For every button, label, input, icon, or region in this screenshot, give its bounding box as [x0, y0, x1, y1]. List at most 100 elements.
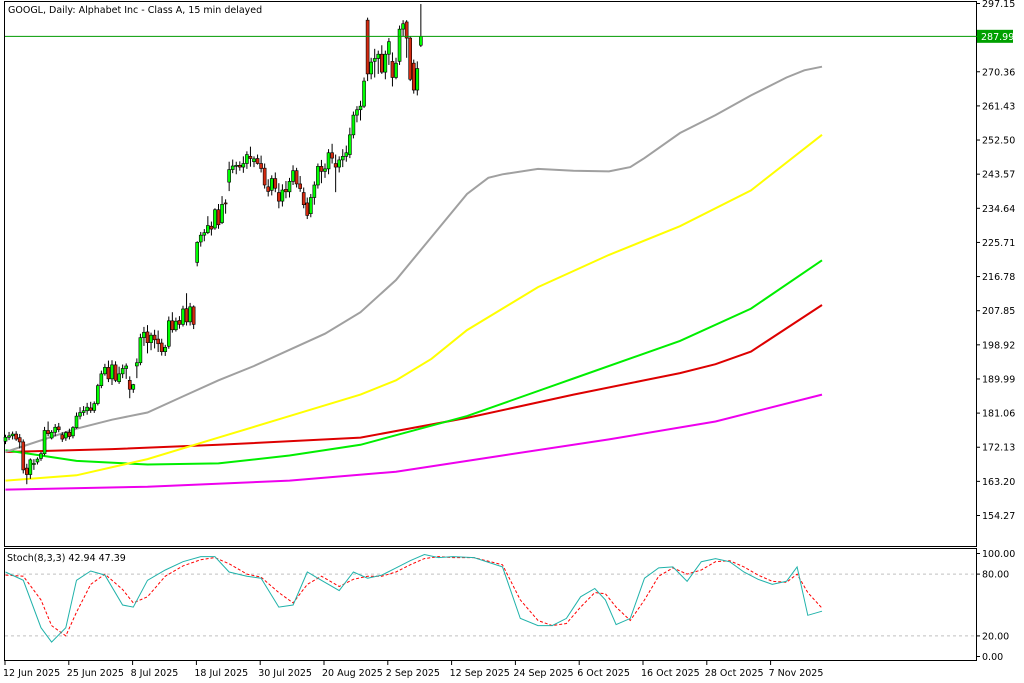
- candle[interactable]: [49, 430, 54, 440]
- main-plot-area[interactable]: [3, 4, 977, 491]
- candle[interactable]: [273, 172, 278, 193]
- candle[interactable]: [64, 431, 68, 441]
- candle[interactable]: [337, 156, 342, 173]
- candle[interactable]: [269, 175, 274, 196]
- candle[interactable]: [10, 431, 15, 440]
- candle[interactable]: [379, 45, 384, 74]
- candle[interactable]: [209, 221, 214, 236]
- candle[interactable]: [372, 48, 377, 78]
- candle[interactable]: [24, 463, 29, 485]
- candle[interactable]: [46, 421, 50, 437]
- candle[interactable]: [369, 57, 373, 80]
- candle[interactable]: [74, 412, 79, 429]
- candle[interactable]: [411, 59, 416, 94]
- candle[interactable]: [135, 358, 139, 379]
- candle[interactable]: [106, 360, 111, 383]
- candle[interactable]: [138, 333, 143, 366]
- candle[interactable]: [401, 20, 405, 37]
- candle[interactable]: [365, 17, 370, 82]
- candle[interactable]: [181, 305, 185, 327]
- candle[interactable]: [195, 241, 199, 267]
- candle[interactable]: [110, 360, 114, 385]
- candle[interactable]: [99, 370, 104, 389]
- candle[interactable]: [103, 363, 107, 376]
- candle[interactable]: [53, 424, 58, 437]
- candle[interactable]: [120, 364, 125, 379]
- candle[interactable]: [117, 366, 121, 384]
- candle[interactable]: [376, 50, 381, 74]
- candle[interactable]: [252, 156, 256, 168]
- candle[interactable]: [159, 338, 164, 356]
- candle[interactable]: [355, 106, 359, 123]
- candle[interactable]: [213, 208, 217, 230]
- candle[interactable]: [277, 183, 281, 209]
- candle[interactable]: [92, 401, 97, 413]
- candle[interactable]: [142, 326, 146, 346]
- candle[interactable]: [291, 165, 295, 186]
- candle[interactable]: [21, 439, 26, 474]
- candle[interactable]: [184, 293, 189, 326]
- candle[interactable]: [383, 50, 388, 80]
- candle[interactable]: [188, 302, 192, 326]
- candle[interactable]: [390, 52, 395, 87]
- candle[interactable]: [259, 155, 263, 173]
- candle[interactable]: [3, 434, 8, 445]
- candle[interactable]: [287, 177, 292, 198]
- candle[interactable]: [326, 149, 331, 175]
- candle[interactable]: [202, 229, 207, 242]
- candle[interactable]: [301, 187, 306, 209]
- candle[interactable]: [71, 426, 75, 439]
- candle[interactable]: [223, 199, 228, 214]
- candle[interactable]: [394, 57, 398, 80]
- candle[interactable]: [85, 402, 89, 415]
- candle[interactable]: [255, 154, 260, 165]
- candle[interactable]: [333, 154, 338, 193]
- candle[interactable]: [245, 151, 249, 169]
- candle[interactable]: [230, 159, 235, 174]
- candle[interactable]: [323, 163, 327, 178]
- candle[interactable]: [280, 184, 285, 207]
- candle[interactable]: [319, 159, 324, 184]
- candle[interactable]: [124, 363, 128, 379]
- candle[interactable]: [7, 431, 11, 441]
- candle[interactable]: [234, 161, 239, 175]
- candle[interactable]: [32, 459, 36, 470]
- candle[interactable]: [191, 305, 196, 330]
- candle[interactable]: [348, 127, 352, 159]
- candle[interactable]: [344, 145, 349, 162]
- candle[interactable]: [397, 25, 402, 65]
- candle[interactable]: [220, 196, 224, 225]
- candle[interactable]: [145, 325, 150, 354]
- candle[interactable]: [96, 383, 100, 406]
- candle[interactable]: [17, 434, 22, 449]
- candle[interactable]: [174, 317, 178, 332]
- candle[interactable]: [248, 146, 253, 167]
- candle[interactable]: [312, 181, 317, 205]
- candle[interactable]: [362, 77, 366, 108]
- candle[interactable]: [284, 181, 288, 199]
- candle[interactable]: [316, 163, 320, 189]
- stoch-plot-area[interactable]: [5, 553, 976, 643]
- candle[interactable]: [167, 316, 171, 349]
- candle[interactable]: [340, 149, 345, 168]
- candle[interactable]: [387, 38, 391, 65]
- candle[interactable]: [305, 197, 310, 220]
- candle[interactable]: [88, 401, 93, 413]
- candle[interactable]: [28, 458, 33, 479]
- candle[interactable]: [294, 167, 299, 188]
- candle[interactable]: [127, 376, 132, 399]
- candle[interactable]: [113, 361, 118, 383]
- candle[interactable]: [177, 316, 182, 329]
- candle[interactable]: [227, 161, 231, 192]
- candle[interactable]: [35, 457, 40, 465]
- candle[interactable]: [14, 431, 18, 441]
- candle[interactable]: [149, 332, 153, 351]
- candle[interactable]: [266, 179, 271, 197]
- candle[interactable]: [152, 329, 157, 349]
- candle[interactable]: [131, 383, 136, 393]
- candle[interactable]: [238, 161, 242, 171]
- candle[interactable]: [67, 428, 72, 440]
- candle[interactable]: [39, 451, 43, 461]
- candle[interactable]: [56, 422, 61, 433]
